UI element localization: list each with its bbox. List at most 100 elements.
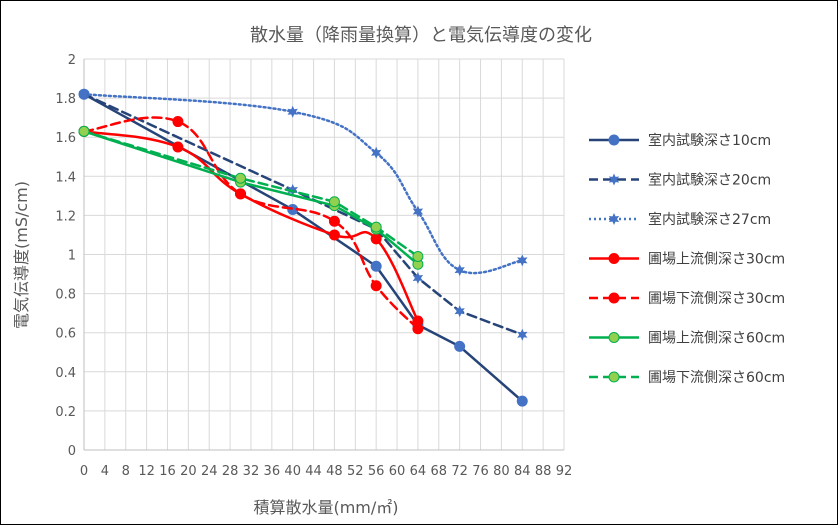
data-point — [517, 328, 528, 341]
series-5 — [78, 116, 424, 335]
series-7 — [78, 125, 424, 262]
axes — [83, 59, 564, 451]
data-point — [516, 395, 528, 407]
x-tick-label: 16 — [159, 464, 176, 479]
x-tick-label: 68 — [431, 464, 448, 479]
data-point — [172, 141, 184, 153]
legend-entry: 室内試験深さ20cm — [589, 172, 771, 189]
legend-label: 室内試験深さ10cm — [648, 132, 771, 149]
y-tick-label: 0.2 — [55, 405, 76, 420]
x-tick-label: 88 — [535, 464, 552, 479]
data-point — [370, 280, 382, 292]
legend: 室内試験深さ10cm 室内試験深さ20cm 室内試験深さ27cm 圃場上流側深さ30c… — [589, 132, 785, 386]
legend-marker — [608, 253, 620, 264]
legend-marker — [608, 292, 620, 304]
data-point — [517, 254, 528, 267]
legend-label: 圃場下流側深さ30cm — [648, 291, 785, 307]
data-point — [412, 250, 424, 262]
series-line — [82, 92, 524, 336]
series-layer — [78, 88, 528, 407]
y-tick-label: 0 — [68, 444, 76, 459]
series-line — [82, 92, 524, 403]
x-tick-label: 8 — [122, 464, 130, 479]
x-tick-label: 80 — [493, 464, 510, 479]
legend-label: 室内試験深さ20cm — [648, 172, 771, 189]
legend-entry: 圃場下流側深さ60cm — [589, 370, 785, 386]
data-point — [235, 188, 247, 200]
x-tick-label: 36 — [264, 464, 281, 479]
legend-entry: 圃場下流側深さ30cm — [589, 291, 785, 307]
legend-marker — [608, 213, 620, 225]
x-tick-label: 0 — [80, 464, 88, 479]
chart-title: 散水量（降雨量換算）と電気伝導度の変化 — [250, 25, 592, 46]
series-2 — [78, 88, 528, 341]
y-tick-label: 1.2 — [55, 209, 76, 224]
data-point — [172, 116, 184, 128]
series-1 — [78, 88, 528, 407]
x-tick-label: 4 — [101, 464, 109, 479]
tick-labels: 00.20.40.60.811.21.41.61.820 4 8 12 16 20 24 28… — [55, 53, 572, 479]
legend-entry: 圃場上流側深さ60cm — [589, 331, 785, 347]
series-3 — [78, 88, 528, 277]
x-tick-label: 84 — [514, 464, 531, 479]
y-tick-label: 2 — [68, 53, 76, 68]
x-axis-title: 積算散水量(mm/㎡) — [253, 498, 398, 517]
x-tick-label: 28 — [222, 464, 239, 479]
data-point — [287, 184, 298, 196]
data-point — [328, 229, 340, 241]
legend-marker — [608, 173, 620, 186]
y-tick-label: 0.4 — [55, 366, 76, 381]
data-point — [78, 125, 90, 137]
x-tick-label: 40 — [284, 464, 301, 479]
x-tick-label: 72 — [451, 464, 468, 479]
legend-label: 圃場下流側深さ60cm — [648, 370, 785, 386]
legend-entry: 室内試験深さ10cm — [589, 132, 771, 149]
data-point — [328, 215, 340, 227]
data-point — [412, 205, 424, 218]
data-point — [412, 315, 424, 327]
x-tick-label: 64 — [410, 464, 427, 479]
x-tick-label: 20 — [180, 464, 197, 479]
y-tick-label: 0.6 — [55, 327, 76, 342]
x-tick-label: 76 — [472, 464, 489, 479]
legend-marker — [608, 332, 620, 343]
x-tick-label: 44 — [305, 464, 322, 479]
y-tick-label: 1 — [68, 249, 76, 264]
data-point — [412, 323, 424, 335]
y-tick-label: 1.8 — [55, 92, 76, 107]
series-line — [82, 92, 524, 275]
data-point — [454, 305, 465, 318]
legend-label: 室内試験深さ27cm — [648, 211, 771, 228]
data-point — [370, 260, 382, 272]
data-point — [454, 264, 465, 277]
y-tick-label: 1.6 — [55, 131, 76, 146]
data-point — [78, 88, 90, 101]
x-tick-label: 24 — [201, 464, 218, 479]
data-point — [370, 233, 382, 245]
data-point — [287, 105, 298, 118]
data-point — [370, 221, 382, 233]
legend-label: 圃場上流側深さ30cm — [648, 252, 785, 268]
series-line — [82, 130, 420, 323]
legend-label: 圃場上流側深さ60cm — [648, 331, 785, 347]
y-tick-label: 0.8 — [55, 288, 76, 303]
data-point — [454, 340, 466, 352]
y-axis-title: 電気伝導度(mS/cm) — [12, 181, 31, 329]
data-point — [371, 146, 382, 159]
x-tick-label: 60 — [389, 464, 406, 479]
legend-marker — [608, 371, 620, 383]
x-tick-label: 92 — [556, 464, 573, 479]
data-point — [412, 272, 424, 284]
legend-entry: 圃場上流側深さ30cm — [589, 252, 785, 268]
data-point — [287, 204, 299, 216]
x-tick-label: 52 — [347, 464, 364, 479]
data-point — [235, 172, 247, 184]
x-tick-label: 48 — [326, 464, 343, 479]
x-tick-label: 32 — [243, 464, 260, 479]
data-point — [328, 196, 340, 208]
legend-entry: 室内試験深さ27cm — [589, 211, 771, 228]
y-tick-label: 1.4 — [55, 170, 76, 185]
x-tick-label: 56 — [368, 464, 385, 479]
